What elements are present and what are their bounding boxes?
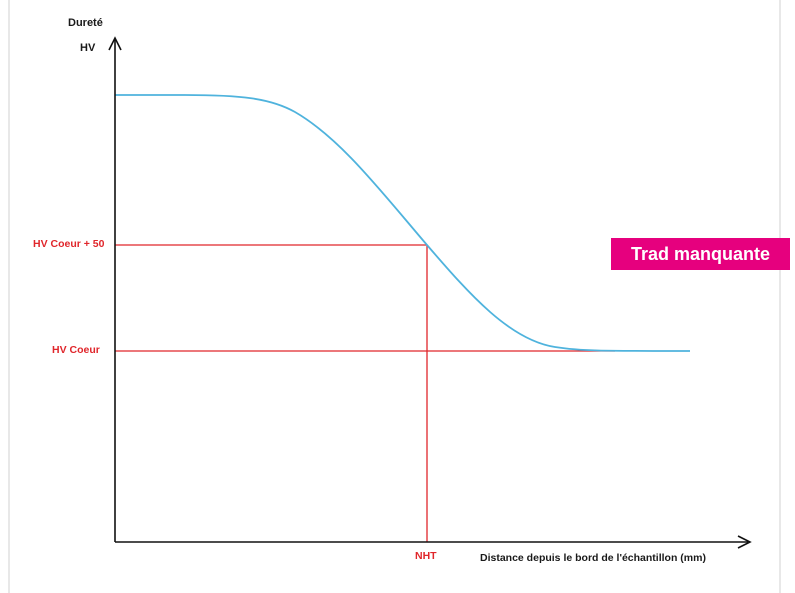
hardness-curve — [115, 94, 691, 352]
missing-translation-badge: Trad manquante — [611, 238, 790, 270]
y-axis-title: Dureté — [68, 17, 103, 29]
hv-coeur-plus-50-label: HV Coeur + 50 — [33, 238, 105, 250]
nht-label: NHT — [415, 550, 437, 562]
y-axis-arrow-icon — [108, 36, 122, 51]
hv-coeur-label: HV Coeur — [52, 344, 100, 356]
x-axis-arrow-icon — [737, 535, 752, 549]
y-axis-unit: HV — [80, 42, 96, 54]
x-axis-title: Distance depuis le bord de l'échantillon… — [480, 552, 706, 564]
